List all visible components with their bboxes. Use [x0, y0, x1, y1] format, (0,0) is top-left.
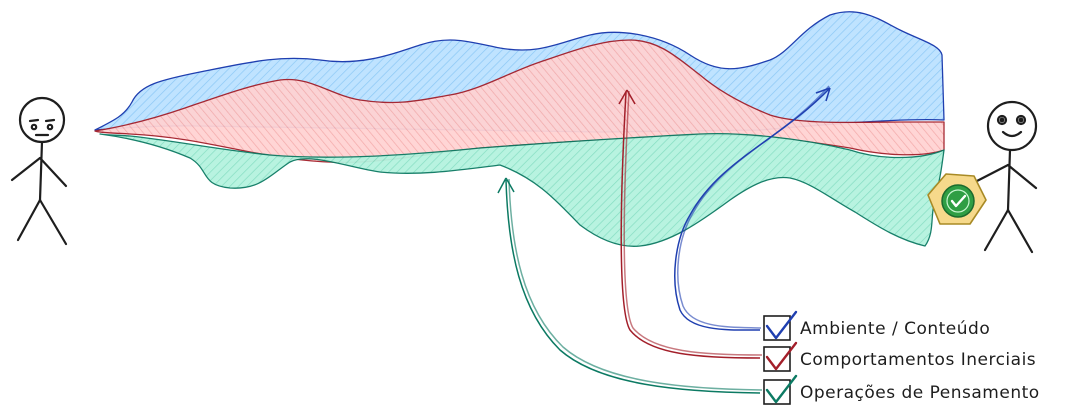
legend: Ambiente / Conteúdo Comportamentos Inerc…: [763, 310, 1040, 405]
tired-face-icon: [28, 118, 56, 137]
happy-face-icon: [996, 114, 1027, 138]
arrow-ambiente: [674, 85, 831, 331]
arrow-comportamentos: [618, 89, 763, 359]
layer-operacoes: [99, 132, 945, 247]
stick-figure-left: [10, 96, 68, 246]
check-icon: [765, 341, 798, 371]
check-icon: [765, 374, 798, 404]
legend-label-comportamentos: Comportamentos Inerciais: [800, 350, 1036, 370]
legend-item-comportamentos[interactable]: Comportamentos Inerciais: [763, 341, 1036, 372]
check-badge-icon: [927, 173, 987, 225]
legend-label-operacoes: Operações de Pensamento: [800, 383, 1040, 403]
arrow-operacoes: [497, 177, 763, 394]
stick-figure-right: [973, 100, 1038, 254]
legend-item-operacoes[interactable]: Operações de Pensamento: [763, 374, 1040, 405]
figure-head: [986, 100, 1038, 152]
check-icon: [765, 310, 798, 340]
legend-label-ambiente: Ambiente / Conteúdo: [800, 319, 990, 339]
legend-item-ambiente[interactable]: Ambiente / Conteúdo: [763, 310, 990, 341]
